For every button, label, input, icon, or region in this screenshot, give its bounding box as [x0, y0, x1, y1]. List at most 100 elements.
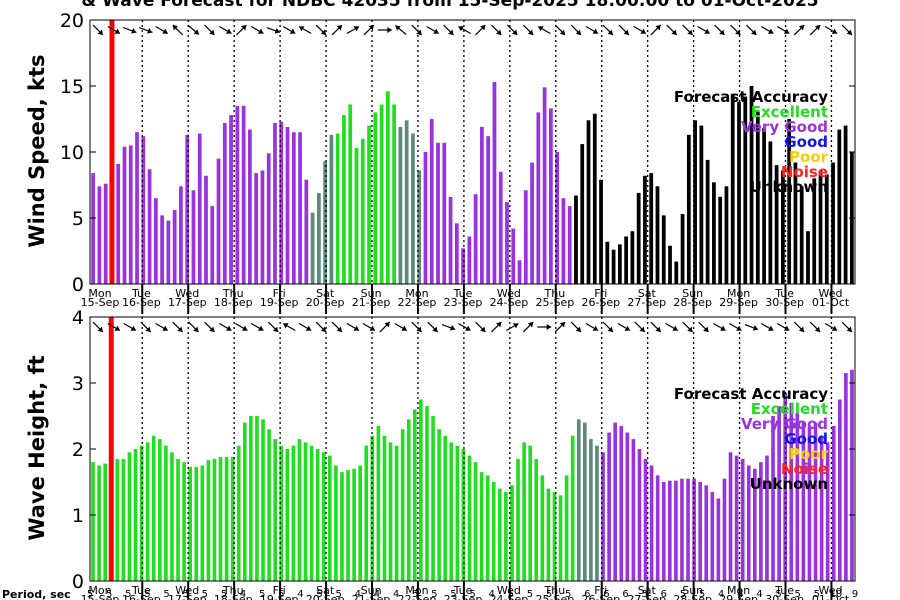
direction-arrow — [188, 321, 199, 333]
direction-arrow — [682, 24, 694, 36]
now-marker — [109, 20, 115, 284]
bar — [436, 142, 440, 284]
bar — [730, 93, 735, 284]
bar — [698, 482, 702, 581]
bar — [768, 141, 773, 284]
direction-arrow — [219, 322, 232, 332]
bar — [139, 445, 144, 581]
direction-arrow — [411, 321, 423, 333]
bar — [542, 87, 547, 284]
period-value: 5 — [316, 589, 322, 600]
day-of-week-label: Thu — [544, 584, 566, 597]
bar — [179, 186, 183, 284]
bar — [182, 462, 186, 581]
legend-title: Forecast Accuracy — [674, 385, 828, 403]
bar — [643, 175, 647, 284]
bar — [404, 120, 409, 284]
bar — [398, 126, 403, 284]
bar — [801, 422, 806, 581]
direction-arrow — [744, 324, 759, 331]
bar — [303, 442, 308, 581]
bar — [564, 475, 569, 581]
date-label: 25-Sep — [536, 296, 575, 309]
period-value: 5 — [469, 589, 475, 600]
direction-arrow — [665, 322, 679, 332]
day-of-week-label: Sun — [682, 584, 703, 597]
direction-arrow — [155, 25, 169, 35]
direction-arrow — [346, 25, 360, 35]
period-value: 5 — [106, 589, 112, 600]
direction-arrow — [235, 322, 248, 332]
date-label: 20-Sep — [306, 296, 345, 309]
bar — [249, 416, 253, 581]
day-of-week-label: Tue — [131, 584, 151, 597]
direction-arrow — [633, 25, 647, 35]
y-tick-label: 10 — [60, 142, 84, 164]
direction-arrow — [346, 322, 360, 332]
bar — [454, 223, 459, 284]
bar — [297, 439, 302, 581]
direction-arrow — [634, 321, 646, 333]
bar — [838, 399, 842, 581]
bar — [530, 162, 534, 284]
bar — [480, 126, 484, 284]
direction-arrow — [155, 322, 169, 332]
bar — [346, 470, 350, 581]
day-of-week-label: Wed — [497, 584, 521, 597]
period-value: 5 — [431, 589, 437, 600]
day-of-week-label: Tue — [131, 287, 151, 300]
direction-arrow — [697, 25, 710, 35]
direction-arrow — [379, 321, 391, 333]
bar — [705, 159, 710, 284]
bar — [321, 452, 326, 581]
bar — [437, 429, 441, 581]
bar — [704, 485, 709, 581]
bar — [443, 435, 447, 581]
direction-arrow — [331, 24, 343, 36]
bar — [528, 445, 532, 581]
direction-arrow — [475, 321, 486, 333]
period-value: 5 — [221, 589, 227, 600]
bar — [783, 392, 787, 581]
now-marker — [108, 317, 114, 581]
bar — [115, 458, 120, 581]
bar — [743, 96, 748, 284]
date-label: 22-Sep — [398, 296, 437, 309]
bar — [771, 416, 775, 581]
bar — [765, 455, 769, 581]
bar — [686, 134, 691, 284]
period-value: 5 — [335, 589, 341, 600]
day-of-week-label: Wed — [819, 287, 843, 300]
direction-arrow — [809, 24, 821, 36]
bar — [630, 231, 635, 284]
bar — [740, 458, 745, 581]
direction-arrow — [92, 321, 104, 333]
bar — [229, 115, 233, 284]
bar — [599, 179, 603, 284]
bar — [631, 439, 636, 581]
bar — [753, 468, 757, 581]
day-of-week-label: Fri — [273, 584, 286, 597]
day-of-week-label: Wed — [497, 287, 521, 300]
y-tick-label: 5 — [72, 208, 84, 230]
bar — [555, 152, 560, 284]
direction-arrow — [123, 27, 137, 34]
bar — [212, 458, 217, 581]
day-of-week-label: Sun — [361, 584, 382, 597]
day-of-week-label: Sat — [316, 287, 335, 300]
legend-item: Good — [784, 430, 828, 448]
bar — [376, 425, 381, 581]
direction-arrow — [730, 24, 741, 36]
direction-arrow — [602, 24, 614, 36]
bar — [191, 190, 196, 284]
date-label: 29-Sep — [719, 593, 758, 600]
bar — [172, 210, 177, 284]
bar — [309, 445, 314, 581]
bar — [91, 462, 95, 581]
bar — [279, 445, 284, 581]
bar — [746, 465, 751, 581]
date-label: 21-Sep — [352, 593, 391, 600]
day-of-week-label: Sat — [638, 287, 657, 300]
day-of-week-label: Fri — [594, 584, 607, 597]
